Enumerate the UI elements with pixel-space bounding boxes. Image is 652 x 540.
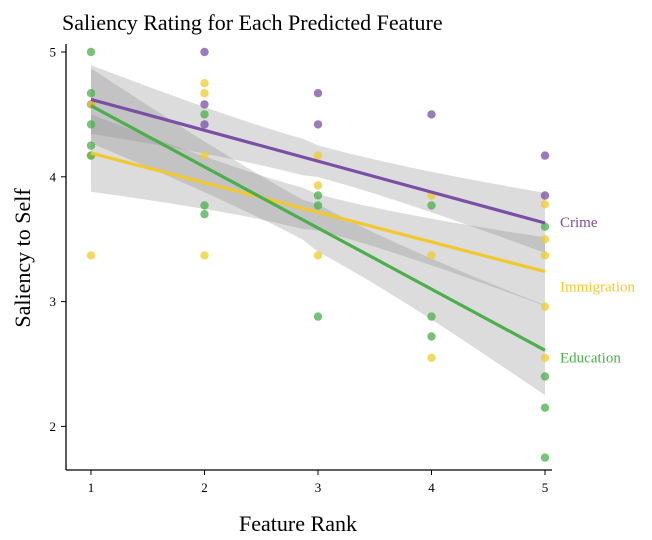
y-tick-label: 4 bbox=[50, 169, 57, 184]
data-point-education bbox=[86, 141, 96, 150]
confidence-bands bbox=[91, 65, 545, 396]
data-point-immigration bbox=[540, 251, 550, 260]
data-point-education bbox=[540, 372, 550, 381]
data-point-immigration bbox=[427, 353, 436, 362]
fit-line-immigration bbox=[90, 151, 546, 274]
data-point-crime bbox=[313, 120, 323, 129]
fit-line-crime bbox=[90, 97, 546, 225]
data-point-education bbox=[540, 222, 550, 231]
data-point-education bbox=[313, 312, 323, 321]
data-point-crime bbox=[540, 191, 550, 200]
data-point-education bbox=[200, 201, 209, 210]
data-point-education bbox=[200, 210, 209, 219]
data-point-immigration bbox=[313, 251, 323, 260]
fit-line-education bbox=[90, 104, 546, 352]
x-tick-label: 2 bbox=[201, 480, 208, 495]
data-point-immigration bbox=[540, 200, 550, 209]
data-point-crime bbox=[200, 100, 209, 109]
data-point-immigration bbox=[540, 235, 550, 244]
y-axis-label: Saliency to Self bbox=[10, 188, 35, 328]
data-point-education bbox=[86, 120, 96, 129]
ticks: 1 2 3 4 5 2 3 4 5 bbox=[50, 45, 549, 496]
data-point-education bbox=[540, 403, 550, 412]
y-tick-label: 3 bbox=[50, 294, 57, 309]
series-label-education: Education bbox=[560, 350, 621, 366]
data-point-crime bbox=[200, 120, 209, 129]
data-point-immigration bbox=[86, 251, 96, 260]
series-label-crime: Crime bbox=[560, 215, 598, 231]
x-tick-label: 5 bbox=[542, 480, 549, 495]
data-points bbox=[86, 47, 550, 462]
series-labels: Crime Immigration Education bbox=[560, 215, 635, 366]
x-tick-label: 3 bbox=[315, 480, 322, 495]
data-point-education bbox=[313, 201, 323, 210]
data-point-education bbox=[86, 47, 96, 57]
chart-title: Saliency Rating for Each Predicted Featu… bbox=[62, 10, 443, 35]
y-tick-label: 5 bbox=[50, 45, 57, 60]
data-point-education bbox=[86, 89, 96, 98]
x-tick-label: 4 bbox=[428, 480, 435, 495]
data-point-education bbox=[313, 191, 323, 200]
x-tick-label: 1 bbox=[88, 480, 95, 495]
data-point-education bbox=[540, 453, 550, 462]
data-point-immigration bbox=[540, 302, 550, 311]
series-label-immigration: Immigration bbox=[560, 280, 635, 296]
fit-lines bbox=[90, 97, 546, 352]
data-point-immigration bbox=[540, 353, 550, 362]
data-point-education bbox=[200, 110, 209, 119]
data-point-immigration bbox=[200, 251, 209, 260]
data-point-crime bbox=[427, 110, 436, 119]
data-point-education bbox=[427, 201, 436, 210]
data-point-education bbox=[427, 312, 436, 321]
data-point-immigration bbox=[200, 79, 209, 88]
y-tick-label: 2 bbox=[50, 419, 57, 434]
data-point-education bbox=[427, 332, 436, 341]
data-point-immigration bbox=[313, 181, 323, 190]
data-point-crime bbox=[540, 151, 550, 160]
data-point-crime bbox=[313, 89, 323, 98]
data-point-immigration bbox=[313, 151, 323, 160]
axes bbox=[65, 44, 552, 471]
data-point-immigration bbox=[427, 251, 436, 260]
data-point-immigration bbox=[200, 151, 209, 160]
data-point-crime bbox=[200, 47, 209, 57]
x-axis-label: Feature Rank bbox=[239, 511, 357, 536]
data-point-immigration bbox=[200, 89, 209, 98]
